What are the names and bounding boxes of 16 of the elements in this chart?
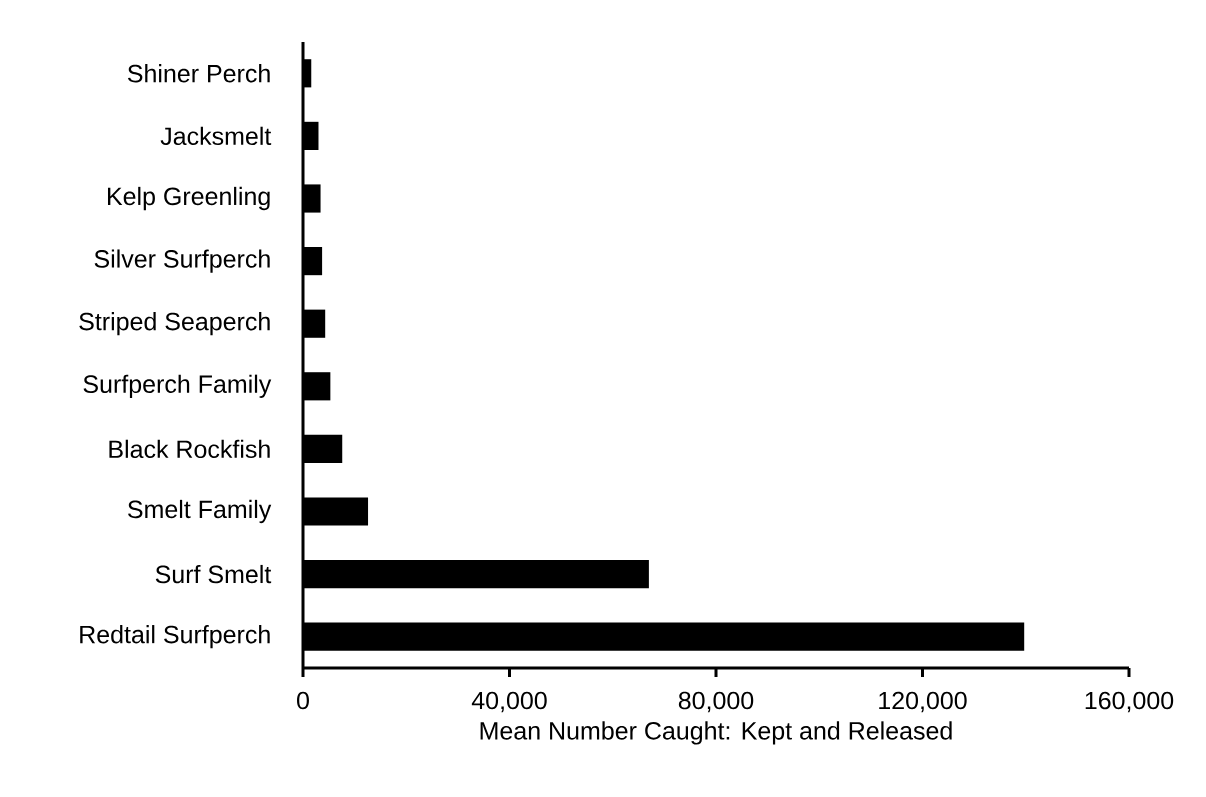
x-tick-label: 0 <box>297 691 309 710</box>
y-tick-label: Jacksmelt <box>160 126 272 146</box>
y-tick-label: Silver Surfperch <box>94 249 270 273</box>
y-tick-label: Shiner Perch <box>127 64 270 83</box>
y-tick-label: Surfperch Family <box>83 374 272 398</box>
x-axis-title: Mean Number Caught: Kept and Released <box>480 721 952 745</box>
x-tick-label: 80,000 <box>678 691 754 713</box>
y-tick-label: Black Rockfish <box>109 439 270 459</box>
x-tick-label: 160,000 <box>1085 691 1174 713</box>
y-tick-label: Smelt Family <box>128 499 272 524</box>
y-tick-label: Striped Seaperch <box>79 312 270 336</box>
y-tick-label: Kelp Greenling <box>107 186 270 211</box>
y-tick-label: Surf Smelt <box>155 564 272 584</box>
y-tick-label: Redtail Surfperch <box>80 625 270 649</box>
x-tick-label: 120,000 <box>879 691 967 713</box>
x-tick-label: 40,000 <box>471 691 547 713</box>
